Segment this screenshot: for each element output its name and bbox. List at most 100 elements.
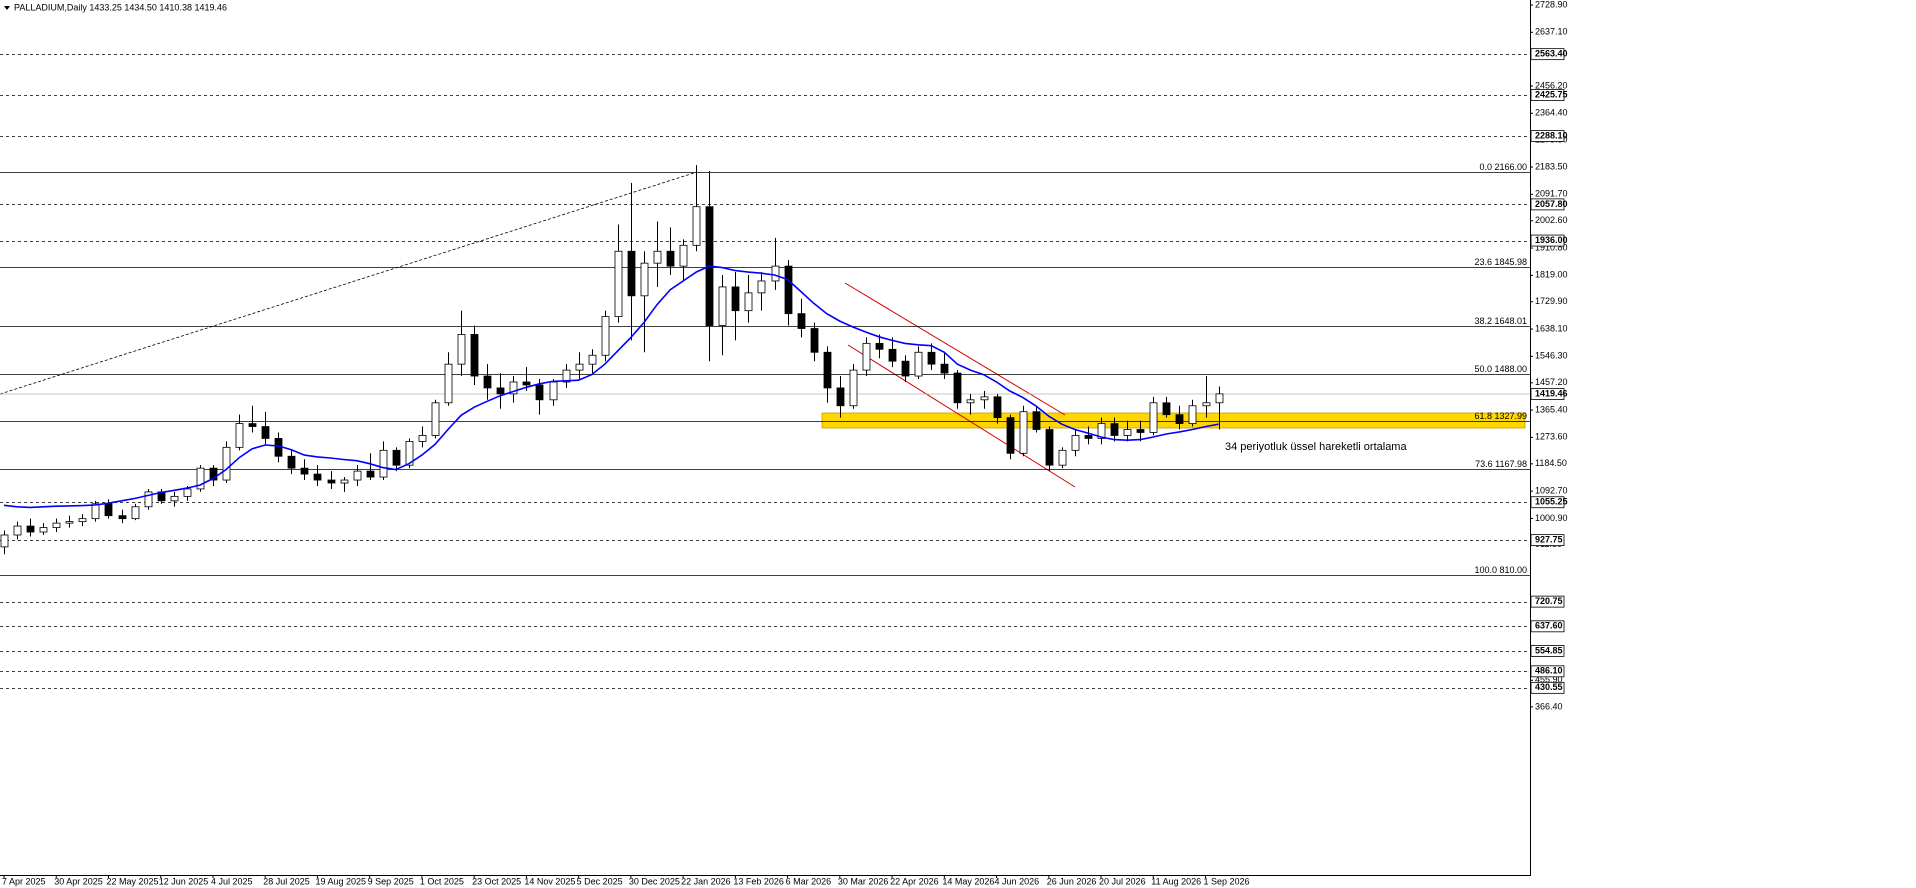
candle-body <box>522 381 531 386</box>
x-tick-label: 11 Aug 2026 <box>1151 876 1201 886</box>
menu-arrow <box>4 6 10 10</box>
candle-body <box>209 467 218 481</box>
candle-body <box>405 441 414 466</box>
x-tick-label: 6 Mar 2026 <box>786 876 832 886</box>
x-tick-label: 26 Jun 2026 <box>1047 876 1097 886</box>
candle-body <box>483 375 492 389</box>
candle-body <box>366 470 375 478</box>
candle-body <box>1162 402 1171 416</box>
fib-label: 50.0 1488.00 <box>1474 364 1527 374</box>
level-label-text: 2057.80 <box>1535 199 1568 209</box>
candle-body <box>797 313 806 329</box>
candle-body <box>757 280 766 294</box>
candle-body <box>549 381 558 401</box>
candle-body <box>588 354 597 365</box>
candle-body <box>901 360 910 377</box>
candle-body <box>418 435 427 442</box>
x-tick-label: 30 Apr 2025 <box>54 876 103 886</box>
level-label-text: 554.85 <box>1535 645 1563 655</box>
level-label-box <box>1530 234 1565 247</box>
level-label: 720.75 <box>1530 595 1565 608</box>
level-label-box <box>1530 198 1565 211</box>
x-tick-label: 14 Nov 2025 <box>524 876 575 886</box>
x-tick-label: 28 Jul 2025 <box>263 876 310 886</box>
ema-line <box>3 265 1219 509</box>
x-tick-label: 14 May 2026 <box>942 876 994 886</box>
candle-body <box>1110 423 1119 436</box>
y-tick-label: 2002.60 <box>1535 215 1568 225</box>
candle-body <box>1215 393 1224 404</box>
x-tick-label: 5 Dec 2025 <box>577 876 623 886</box>
ema-annotation: 34 periyotluk üssel hareketli ortalama <box>1225 441 1407 453</box>
candle-body <box>300 467 309 475</box>
y-tick-label: 2637.10 <box>1535 27 1568 37</box>
candle-body <box>1006 417 1015 454</box>
candle-body <box>313 473 322 481</box>
candle-body <box>118 515 127 520</box>
candle-body <box>993 396 1002 419</box>
level-label: 430.55 <box>1530 681 1565 694</box>
candle-body <box>640 262 649 297</box>
fib-label: 100.0 810.00 <box>1474 565 1527 575</box>
x-tick-label: 30 Dec 2025 <box>629 876 680 886</box>
level-label-box <box>1530 89 1565 101</box>
y-tick-label: 1184.50 <box>1535 458 1567 468</box>
level-label: 1055.25 <box>1530 496 1568 509</box>
level-label: 2425.75 <box>1530 89 1568 101</box>
channel-upper <box>844 282 1066 416</box>
candle-body <box>327 479 336 484</box>
level-label-box <box>1530 534 1565 547</box>
candle-body <box>810 328 819 353</box>
candle-body <box>104 503 113 517</box>
candle-body <box>888 348 897 362</box>
y-tick-label: 1273.60 <box>1535 432 1568 442</box>
x-tick-label: 12 Jun 2025 <box>159 876 209 886</box>
candle-body <box>1202 402 1211 407</box>
level-label: 927.75 <box>1530 534 1565 547</box>
level-label-box <box>1530 48 1565 61</box>
chart-title: PALLADIUM,Daily 1433.25 1434.50 1410.38 … <box>14 2 227 12</box>
y-tick-label: 1638.10 <box>1535 323 1568 333</box>
candle-body <box>836 387 845 407</box>
candle-body <box>1032 411 1041 430</box>
level-label-box <box>1530 595 1565 608</box>
candle-body <box>940 363 949 374</box>
level-label-text: 720.75 <box>1535 596 1563 606</box>
candle-body <box>222 446 231 481</box>
support-zone <box>821 412 1526 429</box>
candle-body <box>509 381 518 395</box>
x-tick-label: 1 Sep 2026 <box>1204 876 1250 886</box>
level-label-box <box>1530 130 1565 142</box>
candle-body <box>1175 414 1184 424</box>
candle-body <box>562 369 571 383</box>
candle-body <box>849 369 858 407</box>
y-tick-label: 2728.90 <box>1535 0 1568 9</box>
y-tick-label: 2091.70 <box>1535 189 1568 199</box>
candle-body <box>666 250 675 267</box>
candle-body <box>52 522 61 528</box>
level-label: 637.60 <box>1530 620 1565 633</box>
candle-body <box>1084 435 1093 439</box>
candle-body <box>601 316 610 356</box>
y-tick-label: 366.40 <box>1535 701 1563 711</box>
x-tick-label: 4 Jul 2025 <box>211 876 253 886</box>
candle-body <box>862 342 871 371</box>
y-tick-label: 1365.40 <box>1535 404 1568 414</box>
candle-body <box>535 384 544 401</box>
y-tick-label: 1000.90 <box>1535 513 1568 523</box>
x-tick-label: 22 Jan 2026 <box>681 876 731 886</box>
candle-body <box>1045 429 1054 466</box>
x-tick-label: 23 Oct 2025 <box>472 876 521 886</box>
level-label-box <box>1530 665 1565 678</box>
candle-body <box>875 342 884 350</box>
x-tick-label: 1 Oct 2025 <box>420 876 464 886</box>
candle-body <box>196 467 205 490</box>
candle-body <box>980 396 989 401</box>
candle-body <box>287 455 296 469</box>
candle-body <box>1097 423 1106 439</box>
candle-body <box>470 334 479 377</box>
fib-label: 0.0 2166.00 <box>1479 162 1527 172</box>
level-label-text: 2563.40 <box>1535 49 1568 59</box>
